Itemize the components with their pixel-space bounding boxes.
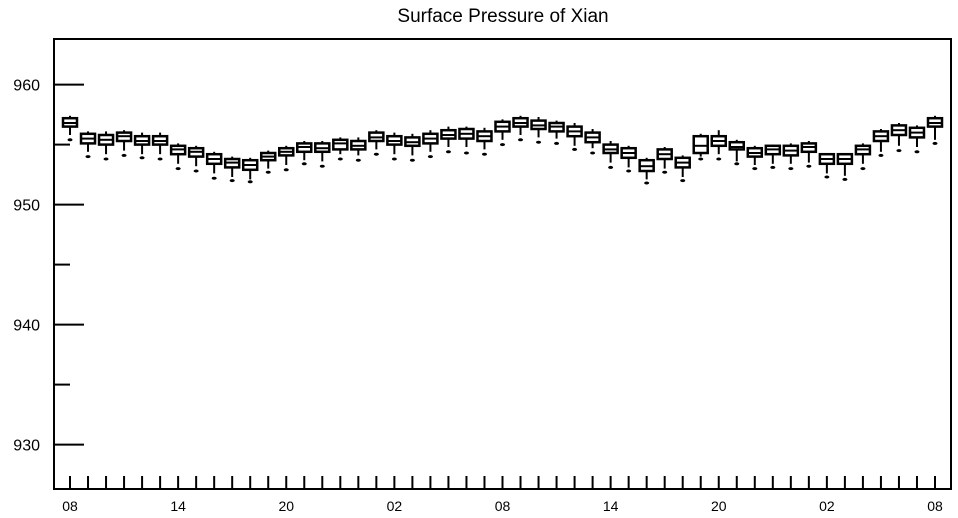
outlier-point <box>445 150 451 154</box>
outlier-point <box>175 167 181 171</box>
x-tick-label: 20 <box>278 498 294 514</box>
outlier-point <box>409 158 415 162</box>
outlier-point <box>193 169 199 173</box>
x-tick-label: 14 <box>603 498 619 514</box>
outlier-point <box>896 149 902 153</box>
x-tick-label: 08 <box>62 498 78 514</box>
box <box>692 134 709 155</box>
outlier-point <box>265 170 271 174</box>
x-tick-label: 02 <box>819 498 835 514</box>
outlier-point <box>680 179 686 183</box>
outlier-point <box>301 162 307 166</box>
outlier-point <box>590 151 596 155</box>
outlier-point <box>247 180 253 184</box>
outlier-point <box>554 141 560 145</box>
outlier-point <box>211 176 217 180</box>
outlier-point <box>734 162 740 166</box>
outlier-point <box>373 152 379 156</box>
outlier-point <box>806 164 812 168</box>
outlier-point <box>121 153 127 157</box>
outlier-point <box>103 157 109 161</box>
y-tick-label: 950 <box>13 198 40 215</box>
outlier-point <box>662 170 668 174</box>
outlier-point <box>518 138 524 142</box>
outlier-point <box>500 143 505 147</box>
outlier-point <box>752 167 758 171</box>
x-tick-label: 02 <box>387 498 403 514</box>
outlier-point <box>626 169 632 173</box>
x-tick-label: 08 <box>495 498 511 514</box>
x-tick-label: 08 <box>927 498 943 514</box>
outlier-point <box>932 141 938 145</box>
y-axis: 930 940 950 960 <box>13 78 84 455</box>
outlier-point <box>355 158 361 162</box>
outlier-point <box>157 157 163 161</box>
box <box>332 138 349 151</box>
outlier-point <box>391 157 397 161</box>
outlier-point <box>85 155 91 159</box>
y-tick-label: 930 <box>13 438 40 455</box>
x-tick-label: 20 <box>711 498 727 514</box>
outlier-point <box>698 157 704 161</box>
outlier-point <box>914 150 920 154</box>
chart-title: Surface Pressure of Xian <box>397 6 608 27</box>
y-tick-label: 940 <box>13 318 40 335</box>
outlier-point <box>427 155 433 159</box>
outlier-point <box>319 164 325 168</box>
outlier-point <box>283 168 289 172</box>
x-tick-label: 14 <box>170 498 186 514</box>
outlier-point <box>536 140 542 144</box>
outlier-point <box>824 175 830 179</box>
plot-frame <box>53 38 952 490</box>
outlier-point <box>463 151 469 155</box>
outlier-point <box>337 157 343 161</box>
outlier-point <box>229 179 235 183</box>
outlier-point <box>139 156 145 160</box>
outlier-point <box>842 177 848 181</box>
outlier-point <box>860 167 866 171</box>
outlier-point <box>788 167 794 171</box>
outlier-point <box>481 152 487 156</box>
box <box>728 140 746 151</box>
outlier-point <box>67 138 73 142</box>
outlier-point <box>716 157 722 161</box>
y-tick-label: 960 <box>13 78 40 95</box>
outlier-point <box>878 153 884 157</box>
outlier-point <box>608 165 614 169</box>
box-series <box>61 115 944 185</box>
outlier-point <box>770 165 776 169</box>
outlier-point <box>644 181 650 185</box>
x-axis: 08 14 20 02 08 14 20 02 08 <box>62 476 943 514</box>
outlier-point <box>572 147 578 151</box>
